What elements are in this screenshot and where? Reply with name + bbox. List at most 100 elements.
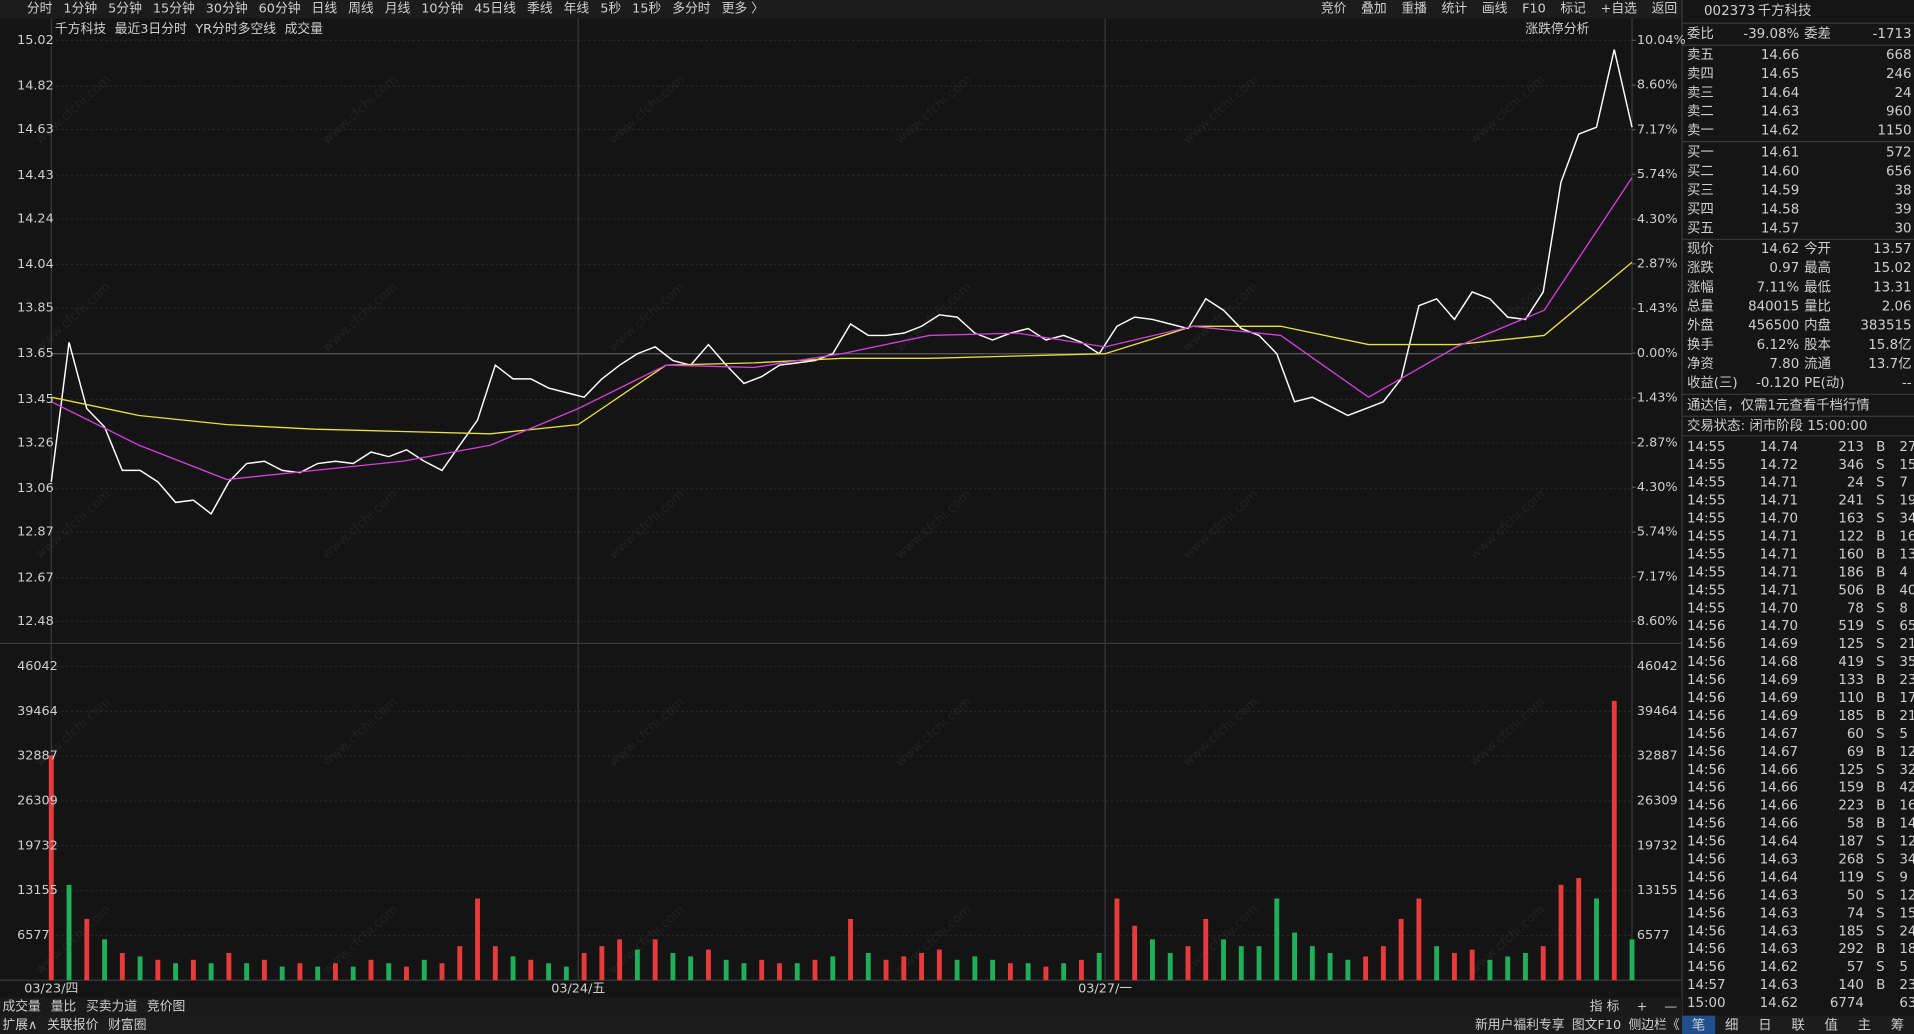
volume-bar <box>848 918 853 981</box>
book-label: 买一 <box>1687 145 1714 161</box>
footer-right-item[interactable]: 图文F10 <box>1572 1018 1621 1033</box>
tick-count: 7 <box>1899 476 1908 491</box>
tick-time: 14:56 <box>1687 924 1726 939</box>
volume-bar <box>155 959 161 981</box>
side-tab[interactable]: 值 <box>1824 1017 1837 1033</box>
volume-bar <box>865 952 871 981</box>
side-tab[interactable]: 细 <box>1725 1017 1738 1033</box>
toolbar-right-item[interactable]: F10 <box>1522 2 1546 17</box>
price-tick-label: 13.45 <box>17 392 54 407</box>
toolbar-right-item[interactable]: 统计 <box>1442 2 1468 17</box>
pct-tick-label: 2.87% <box>1637 435 1678 450</box>
tick-volume: 292 <box>1838 942 1864 957</box>
indicator-tab-right[interactable]: 指 标 <box>1590 1000 1620 1015</box>
volume-bar <box>723 959 729 981</box>
price-tick-label: 14.24 <box>17 211 54 226</box>
footer-item[interactable]: 扩展∧ <box>2 1018 37 1033</box>
indicator-tab[interactable]: 竞价图 <box>147 999 185 1015</box>
book-price: 14.63 <box>1761 105 1799 120</box>
quote-value: 15.8亿 <box>1868 337 1911 353</box>
tick-count: 12 <box>1899 835 1914 850</box>
volume-bar <box>297 963 303 981</box>
toolbar-item[interactable]: 年线 <box>564 2 590 17</box>
tick-price: 14.74 <box>1760 440 1798 455</box>
tick-count: 19 <box>1899 494 1914 509</box>
volume-bar <box>1132 925 1138 981</box>
toolbar-item[interactable]: 1分钟 <box>63 1 97 17</box>
toolbar-item[interactable]: 分时 <box>27 2 53 17</box>
volume-bar <box>1487 959 1493 981</box>
toolbar-item[interactable]: 60分钟 <box>259 1 301 17</box>
toolbar-item[interactable]: 季线 <box>527 2 553 17</box>
tick-count: 8 <box>1899 601 1908 616</box>
toolbar-item[interactable]: 45日线 <box>474 2 516 17</box>
book-price: 14.58 <box>1761 202 1799 217</box>
tick-time: 14:57 <box>1687 978 1726 993</box>
toolbar <box>0 0 1683 19</box>
toolbar-item[interactable]: 周线 <box>348 2 374 17</box>
volume-bar <box>1398 918 1404 981</box>
volume-bar <box>883 959 889 981</box>
toolbar-item[interactable]: 更多 〉 <box>722 2 764 17</box>
tick-price: 14.71 <box>1760 583 1798 598</box>
toolbar-item[interactable]: 15秒 <box>632 2 661 17</box>
toolbar-item[interactable]: 5秒 <box>600 2 621 17</box>
indicator-tab-right[interactable]: + <box>1637 1000 1648 1015</box>
indicator-tab-right[interactable]: — <box>1664 1000 1677 1015</box>
toolbar-right-item[interactable]: 标记 <box>1560 2 1586 17</box>
tick-count: 4 <box>1899 565 1908 580</box>
tick-side: S <box>1876 870 1885 885</box>
toolbar-item[interactable]: 30分钟 <box>206 1 248 17</box>
footer-item[interactable]: 关联报价 <box>47 1018 98 1033</box>
book-price: 14.59 <box>1761 183 1799 198</box>
pct-tick-label: 7.17% <box>1637 569 1678 584</box>
footer-right-item[interactable]: 新用户福利专享 <box>1475 1017 1565 1033</box>
toolbar-right-item[interactable]: 竞价 <box>1321 1 1347 17</box>
toolbar-right-item[interactable]: 返回 <box>1652 2 1678 17</box>
toolbar-item[interactable]: 日线 <box>312 2 338 17</box>
tick-volume: 6774 <box>1830 996 1864 1011</box>
toolbar-right-item[interactable]: 重播 <box>1401 1 1427 17</box>
tick-price: 14.69 <box>1760 709 1798 724</box>
quote-label: 外盘 <box>1687 317 1714 334</box>
toolbar-item[interactable]: 15分钟 <box>153 1 195 17</box>
book-label: 卖四 <box>1687 66 1714 82</box>
toolbar-item[interactable]: 多分时 <box>672 2 711 17</box>
toolbar-right-item[interactable]: +自选 <box>1601 2 1638 17</box>
volume-bar <box>1523 952 1528 981</box>
tick-count: 14 <box>1899 817 1914 832</box>
book-price: 14.62 <box>1761 124 1799 139</box>
quote-value: -0.120 <box>1756 376 1799 391</box>
side-tab[interactable]: 筹 <box>1891 1016 1904 1033</box>
side-tab[interactable]: 日 <box>1758 1018 1771 1033</box>
side-tab[interactable]: 联 <box>1791 1017 1804 1033</box>
footer-item[interactable]: 财富圈 <box>108 1017 146 1033</box>
tick-count: 638 <box>1899 996 1914 1011</box>
toolbar-item[interactable]: 月线 <box>385 2 411 17</box>
limit-analysis[interactable]: 涨跌停分析 <box>1525 21 1589 37</box>
tick-time: 14:56 <box>1687 888 1726 903</box>
indicator-tab[interactable]: 成交量 <box>2 999 41 1015</box>
footer-right-item[interactable]: 侧边栏《 <box>1628 1018 1679 1033</box>
tick-side: S <box>1876 601 1885 616</box>
volume-bar <box>1309 946 1315 981</box>
tick-side: S <box>1876 655 1885 670</box>
notice[interactable]: 通达信，仅需1元查看千档行情 <box>1687 397 1870 413</box>
quote-label: 委比 <box>1687 26 1714 42</box>
tick-volume: 60 <box>1847 727 1864 742</box>
indicator-tab[interactable]: 量比 <box>51 1000 77 1015</box>
tick-count: 15 <box>1899 906 1914 921</box>
toolbar-item[interactable]: 10分钟 <box>421 1 463 17</box>
toolbar-right-item[interactable]: 画线 <box>1482 2 1508 17</box>
side-tab[interactable]: 笔 <box>1692 1017 1705 1033</box>
side-tab[interactable]: 主 <box>1858 1017 1871 1033</box>
book-label: 卖一 <box>1687 123 1714 139</box>
tick-count: 40 <box>1899 583 1914 598</box>
toolbar-item[interactable]: 5分钟 <box>108 1 142 17</box>
indicator-tab[interactable]: 买卖力道 <box>86 1000 137 1015</box>
price-tick-label: 12.67 <box>17 570 54 585</box>
tick-volume: 78 <box>1847 601 1864 616</box>
volume-bar <box>1629 939 1635 981</box>
volume-bar <box>1363 956 1369 981</box>
toolbar-right-item[interactable]: 叠加 <box>1361 2 1387 17</box>
